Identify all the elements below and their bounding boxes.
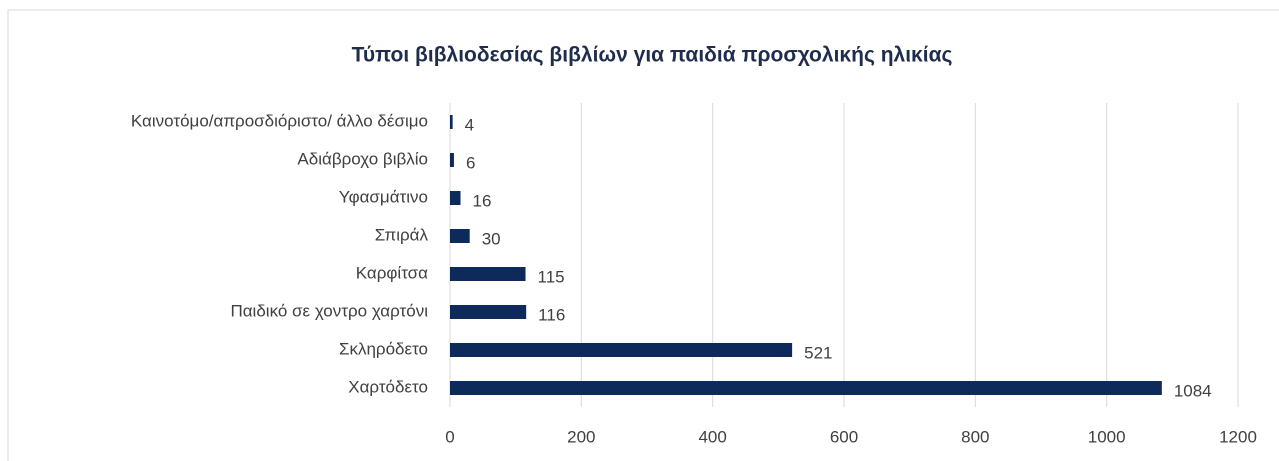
x-tick-label: 0 [445, 427, 454, 446]
x-tick-label: 1000 [1088, 427, 1126, 446]
y-tick-label: Καινοτόμο/απροσδιόριστο/ άλλο δέσιμο [131, 111, 428, 130]
data-label: 115 [538, 267, 565, 286]
bar [450, 343, 793, 357]
x-tick-label: 200 [567, 427, 595, 446]
y-tick-label: Σκληρόδετο [339, 339, 428, 358]
bar [450, 153, 454, 167]
y-tick-label: Καρφίτσα [356, 263, 428, 282]
y-tick-label: Αδιάβροχο βιβλίο [297, 149, 428, 168]
x-tick-label: 400 [698, 427, 726, 446]
bar [450, 267, 526, 281]
y-tick-label: Χαρτόδετο [348, 377, 428, 396]
bar [450, 229, 470, 243]
y-tick-label: Παιδικό σε χοντρο χαρτόνι [230, 301, 428, 320]
x-tick-label: 600 [830, 427, 858, 446]
data-label: 4 [465, 115, 474, 134]
data-label: 6 [466, 153, 475, 172]
bar [450, 305, 527, 319]
data-label: 116 [538, 305, 565, 324]
y-tick-label: Υφασμάτινο [339, 187, 428, 206]
bar [450, 115, 453, 129]
data-label: 1084 [1174, 381, 1212, 400]
data-label: 16 [473, 191, 492, 210]
y-tick-label: Σπιράλ [375, 225, 429, 244]
x-tick-label: 1200 [1219, 427, 1257, 446]
chart-title: Τύποι βιβλιοδεσίας βιβλίων για παιδιά πρ… [352, 44, 953, 67]
data-label: 30 [482, 229, 501, 248]
bar [450, 191, 461, 205]
data-label: 521 [804, 343, 832, 362]
x-tick-label: 800 [961, 427, 989, 446]
bar [450, 381, 1162, 395]
